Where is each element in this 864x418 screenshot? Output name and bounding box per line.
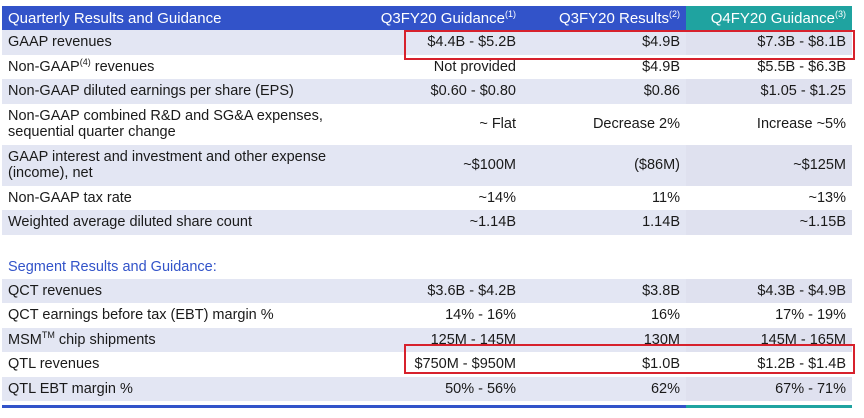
table-row: QCT earnings before tax (EBT) margin % 1… bbox=[2, 303, 852, 328]
row-label: QCT earnings before tax (EBT) margin % bbox=[2, 303, 354, 328]
row-label: MSMTM chip shipments bbox=[2, 327, 354, 352]
q3-guidance-value: ~1.14B bbox=[354, 210, 522, 235]
bottom-rule bbox=[2, 405, 852, 408]
q3-guidance-value: ~$100M bbox=[354, 144, 522, 186]
q4-guidance-value: 17% - 19% bbox=[686, 303, 852, 328]
table-row: Non-GAAP(4) revenues Not provided $4.9B … bbox=[2, 54, 852, 79]
col-header-q4-guidance: Q4FY20 Guidance(3) bbox=[686, 6, 852, 30]
bottom-rule-blue bbox=[2, 405, 686, 408]
segment-heading: Segment Results and Guidance: bbox=[2, 234, 852, 279]
q4-guidance-value: ~1.15B bbox=[686, 210, 852, 235]
q3-guidance-value: Not provided bbox=[354, 54, 522, 79]
table-row: Weighted average diluted share count ~1.… bbox=[2, 210, 852, 235]
q3-results-value: $0.86 bbox=[522, 79, 686, 104]
q4-guidance-value: $4.3B - $4.9B bbox=[686, 278, 852, 303]
header-row: Quarterly Results and Guidance Q3FY20 Gu… bbox=[2, 6, 852, 30]
q3-guidance-value: ~14% bbox=[354, 185, 522, 210]
row-label: Non-GAAP diluted earnings per share (EPS… bbox=[2, 79, 354, 104]
q4-guidance-value: 67% - 71% bbox=[686, 376, 852, 401]
q3-guidance-value: 14% - 16% bbox=[354, 303, 522, 328]
row-label: GAAP revenues bbox=[2, 30, 354, 55]
table-row: Non-GAAP combined R&D and SG&A expenses,… bbox=[2, 103, 852, 145]
q3-guidance-value: 50% - 56% bbox=[354, 376, 522, 401]
q4-guidance-value: ~$125M bbox=[686, 144, 852, 186]
row-label: QCT revenues bbox=[2, 278, 354, 303]
q3-results-value: $4.9B bbox=[522, 30, 686, 55]
bottom-rule-teal bbox=[686, 405, 852, 408]
q3-guidance-value: ~ Flat bbox=[354, 103, 522, 145]
results-table: Quarterly Results and Guidance Q3FY20 Gu… bbox=[2, 6, 852, 401]
q3-results-value: $1.0B bbox=[522, 352, 686, 377]
q4-guidance-value: $1.05 - $1.25 bbox=[686, 79, 852, 104]
q3-results-value: Decrease 2% bbox=[522, 103, 686, 145]
table-title: Quarterly Results and Guidance bbox=[2, 6, 354, 30]
row-label: Non-GAAP tax rate bbox=[2, 185, 354, 210]
table-row: MSMTM chip shipments 125M - 145M 130M 14… bbox=[2, 327, 852, 352]
q3-results-value: 130M bbox=[522, 327, 686, 352]
table-row: Non-GAAP tax rate ~14% 11% ~13% bbox=[2, 185, 852, 210]
q3-results-value: 1.14B bbox=[522, 210, 686, 235]
q3-results-value: 16% bbox=[522, 303, 686, 328]
table-row: GAAP interest and investment and other e… bbox=[2, 144, 852, 186]
col-header-q3-guidance: Q3FY20 Guidance(1) bbox=[354, 6, 522, 30]
q4-guidance-value: 145M - 165M bbox=[686, 327, 852, 352]
table-row: Non-GAAP diluted earnings per share (EPS… bbox=[2, 79, 852, 104]
q4-guidance-value: $5.5B - $6.3B bbox=[686, 54, 852, 79]
q3-guidance-value: $750M - $950M bbox=[354, 352, 522, 377]
q3-results-value: ($86M) bbox=[522, 144, 686, 186]
row-label: GAAP interest and investment and other e… bbox=[2, 144, 354, 186]
table-row: QCT revenues $3.6B - $4.2B $3.8B $4.3B -… bbox=[2, 278, 852, 303]
q4-guidance-value: $7.3B - $8.1B bbox=[686, 30, 852, 55]
table-row: QTL revenues $750M - $950M $1.0B $1.2B -… bbox=[2, 352, 852, 377]
q3-results-value: 11% bbox=[522, 185, 686, 210]
col-header-q3-results: Q3FY20 Results(2) bbox=[522, 6, 686, 30]
row-label: Non-GAAP(4) revenues bbox=[2, 54, 354, 79]
q3-guidance-value: 125M - 145M bbox=[354, 327, 522, 352]
row-label: QTL revenues bbox=[2, 352, 354, 377]
q3-results-value: $4.9B bbox=[522, 54, 686, 79]
section-row: Segment Results and Guidance: bbox=[2, 234, 852, 279]
q3-guidance-value: $4.4B - $5.2B bbox=[354, 30, 522, 55]
q3-results-value: 62% bbox=[522, 376, 686, 401]
q4-guidance-value: ~13% bbox=[686, 185, 852, 210]
row-label: Non-GAAP combined R&D and SG&A expenses,… bbox=[2, 103, 354, 145]
q4-guidance-value: $1.2B - $1.4B bbox=[686, 352, 852, 377]
row-label: Weighted average diluted share count bbox=[2, 210, 354, 235]
table-row: GAAP revenues $4.4B - $5.2B $4.9B $7.3B … bbox=[2, 30, 852, 55]
q3-guidance-value: $0.60 - $0.80 bbox=[354, 79, 522, 104]
row-label: QTL EBT margin % bbox=[2, 376, 354, 401]
table-row: QTL EBT margin % 50% - 56% 62% 67% - 71% bbox=[2, 376, 852, 401]
q3-results-value: $3.8B bbox=[522, 278, 686, 303]
q4-guidance-value: Increase ~5% bbox=[686, 103, 852, 145]
q3-guidance-value: $3.6B - $4.2B bbox=[354, 278, 522, 303]
